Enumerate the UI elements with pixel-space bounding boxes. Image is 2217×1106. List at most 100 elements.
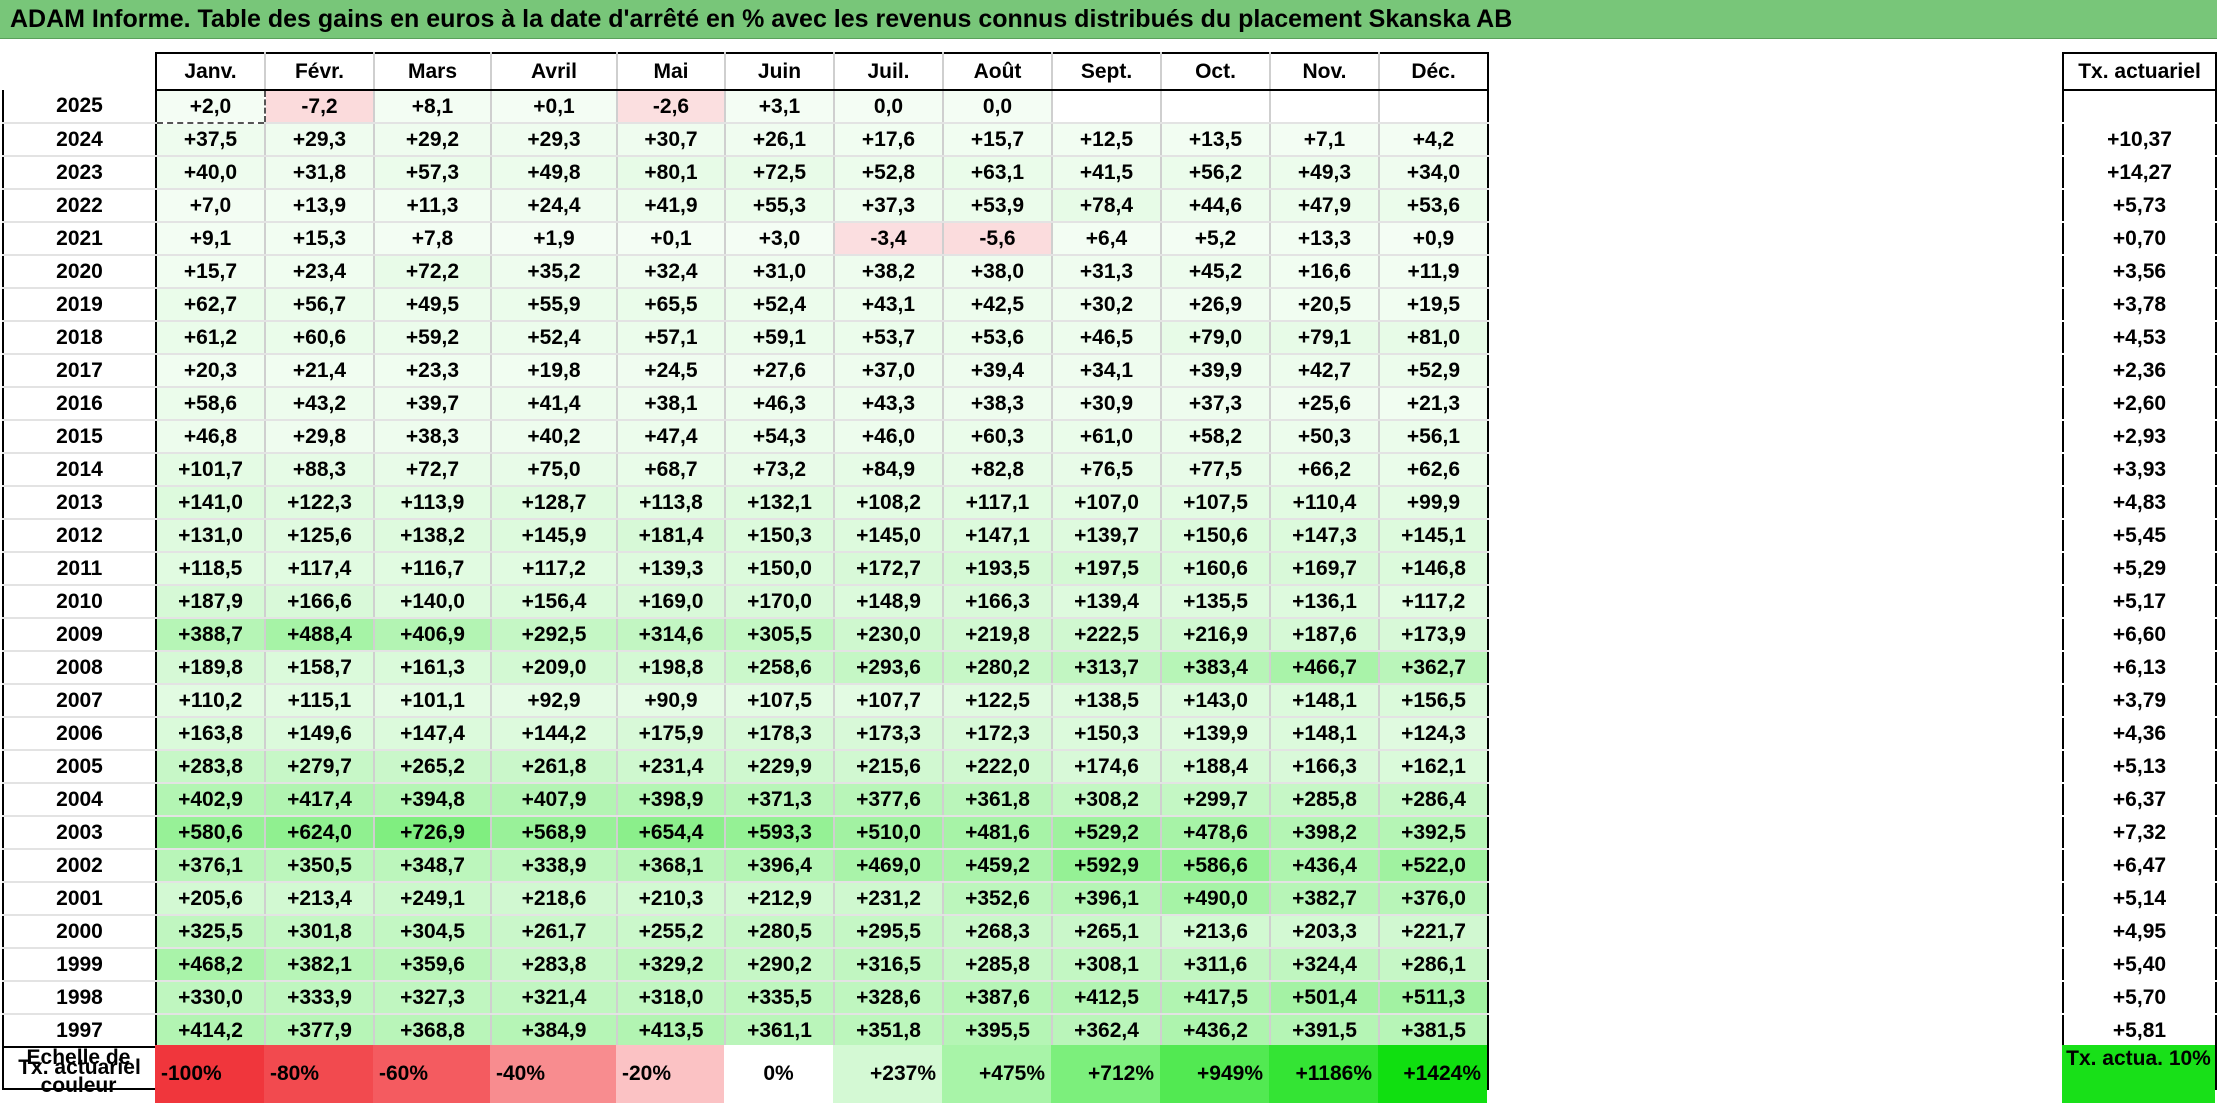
rate-table: Tx. actuariel +10,37 +14,27 +5,73 +0,70 +3,56… (2062, 52, 2217, 1090)
gain-cell: +56,7 (265, 288, 375, 322)
gain-cell: +3,0 (725, 222, 835, 256)
gain-cell: +13,5 (1161, 123, 1271, 157)
gain-cell: +169,0 (617, 585, 726, 619)
gain-cell: +293,6 (834, 651, 944, 685)
gain-cell: +59,2 (374, 321, 492, 355)
gain-cell: +145,1 (1379, 519, 1489, 553)
annual-rate-cell: +2,93 (2062, 420, 2217, 454)
color-scale-swatch: +475% (942, 1045, 1051, 1103)
gain-cell: +37,0 (834, 354, 944, 388)
gain-cell: +501,4 (1270, 981, 1380, 1015)
gain-cell: +329,2 (617, 948, 726, 982)
gain-cell: +280,2 (943, 651, 1053, 685)
gain-cell: +212,9 (725, 882, 835, 916)
gain-cell: +42,5 (943, 288, 1053, 322)
gain-cell: +382,7 (1270, 882, 1380, 916)
gain-cell: +39,4 (943, 354, 1053, 388)
gain-cell: +59,1 (725, 321, 835, 355)
color-scale-swatch: 0% (724, 1045, 833, 1103)
gain-cell: +52,9 (1379, 354, 1489, 388)
gain-cell: +108,2 (834, 486, 944, 520)
gain-cell: +301,8 (265, 915, 375, 949)
gain-cell: +314,6 (617, 618, 726, 652)
gain-cell: +24,5 (617, 354, 726, 388)
year-label: 2009 (2, 618, 157, 652)
gain-cell: +30,2 (1052, 288, 1162, 322)
gain-cell: +117,1 (943, 486, 1053, 520)
gain-cell: +145,0 (834, 519, 944, 553)
gain-cell: +436,4 (1270, 849, 1380, 883)
gain-cell: +213,4 (265, 882, 375, 916)
gain-cell: +131,0 (156, 519, 266, 553)
year-label: 1998 (2, 981, 157, 1015)
annual-rate-cell: +5,70 (2062, 981, 2217, 1015)
gain-cell: +348,7 (374, 849, 492, 883)
gain-cell: +110,4 (1270, 486, 1380, 520)
annual-rate-cell: +5,40 (2062, 948, 2217, 982)
gain-cell: +368,8 (374, 1014, 492, 1048)
gain-cell: +19,5 (1379, 288, 1489, 322)
gain-cell: +352,6 (943, 882, 1053, 916)
gain-cell: +395,5 (943, 1014, 1053, 1048)
gain-cell: +304,5 (374, 915, 492, 949)
year-label: 2017 (2, 354, 157, 388)
gain-cell: +187,9 (156, 585, 266, 619)
gain-cell: +13,3 (1270, 222, 1380, 256)
gain-cell: +580,6 (156, 816, 266, 850)
gain-cell: +488,4 (265, 618, 375, 652)
gain-cell: +593,3 (725, 816, 835, 850)
gain-cell: +178,3 (725, 717, 835, 751)
gain-cell: +79,1 (1270, 321, 1380, 355)
gain-cell: +377,6 (834, 783, 944, 817)
year-label: 2023 (2, 156, 157, 190)
gain-cell: +219,8 (943, 618, 1053, 652)
gain-cell: +382,1 (265, 948, 375, 982)
gain-cell: +230,0 (834, 618, 944, 652)
gain-cell: +466,7 (1270, 651, 1380, 685)
gain-cell: +47,4 (617, 420, 726, 454)
gain-cell: +122,5 (943, 684, 1053, 718)
gain-cell: +8,1 (374, 90, 492, 124)
gain-cell: +377,9 (265, 1014, 375, 1048)
gain-cell: +392,5 (1379, 816, 1489, 850)
gain-cell: +44,6 (1161, 189, 1271, 223)
gain-cell: +49,8 (491, 156, 618, 190)
gain-cell: +361,1 (725, 1014, 835, 1048)
gain-cell: +338,9 (491, 849, 618, 883)
gain-cell: +205,6 (156, 882, 266, 916)
gain-cell: +42,7 (1270, 354, 1380, 388)
gain-cell: +23,3 (374, 354, 492, 388)
gain-cell: +46,8 (156, 420, 266, 454)
gain-cell: +193,5 (943, 552, 1053, 586)
gain-cell: +113,9 (374, 486, 492, 520)
gain-cell: +321,4 (491, 981, 618, 1015)
gain-cell: +49,3 (1270, 156, 1380, 190)
year-label: 2015 (2, 420, 157, 454)
gain-cell: +143,0 (1161, 684, 1271, 718)
gain-cell (1052, 90, 1162, 124)
gain-cell: +139,7 (1052, 519, 1162, 553)
gain-cell (1270, 90, 1380, 124)
color-scale-swatch: -60% (373, 1045, 490, 1103)
gain-cell: +169,7 (1270, 552, 1380, 586)
gain-cell: +417,5 (1161, 981, 1271, 1015)
gain-cell: +29,3 (265, 123, 375, 157)
year-label: 2010 (2, 585, 157, 619)
gain-cell: +249,1 (374, 882, 492, 916)
annual-rate-cell: +5,29 (2062, 552, 2217, 586)
gain-cell: +88,3 (265, 453, 375, 487)
gain-cell: +231,2 (834, 882, 944, 916)
year-label: 1997 (2, 1014, 157, 1048)
gain-cell: +481,6 (943, 816, 1053, 850)
gain-cell: +34,0 (1379, 156, 1489, 190)
gain-cell: +12,5 (1052, 123, 1162, 157)
gain-cell: +113,8 (617, 486, 726, 520)
gain-cell: +40,0 (156, 156, 266, 190)
gain-cell: +174,6 (1052, 750, 1162, 784)
gain-cell: +60,3 (943, 420, 1053, 454)
gain-cell: +128,7 (491, 486, 618, 520)
gain-cell: +62,7 (156, 288, 266, 322)
gain-cell: +258,6 (725, 651, 835, 685)
gain-cell: +139,3 (617, 552, 726, 586)
gain-cell: +47,9 (1270, 189, 1380, 223)
